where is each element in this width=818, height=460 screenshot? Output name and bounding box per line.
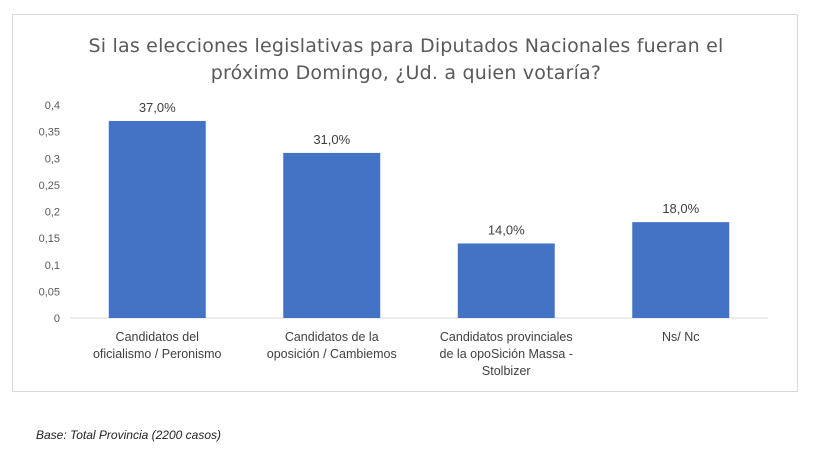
bar	[283, 152, 381, 318]
x-tick-label: oficialismo / Peronismo	[93, 347, 222, 361]
chart-title-line-1: Si las elecciones legislativas para Dipu…	[88, 35, 724, 57]
y-tick-label: 0,05	[39, 286, 60, 298]
bar	[632, 222, 730, 318]
x-tick-label: Candidatos provinciales	[440, 330, 573, 344]
x-tick-label: de la opoSición Massa -	[440, 347, 573, 361]
bar	[457, 243, 555, 318]
footer-note: Base: Total Provincia (2200 casos)	[36, 428, 221, 442]
chart-title-line-2: próximo Domingo, ¿Ud. a quien votaría?	[210, 62, 602, 84]
y-tick-label: 0,2	[45, 207, 60, 219]
y-tick-label: 0,1	[45, 260, 60, 272]
x-tick-label: Stolbizer	[482, 364, 531, 378]
y-tick-label: 0,3	[45, 153, 60, 165]
x-tick-label: Candidatos del	[116, 330, 199, 344]
x-tick-label: oposición / Cambiemos	[267, 347, 397, 361]
y-tick-label: 0,15	[39, 233, 60, 245]
y-tick-label: 0,35	[39, 127, 60, 139]
data-label: 18,0%	[662, 201, 699, 216]
y-tick-label: 0,4	[45, 100, 60, 112]
y-tick-label: 0,25	[39, 180, 60, 192]
x-tick-label: Ns/ Nc	[662, 330, 700, 344]
chart-title: Si las elecciones legislativas para Dipu…	[13, 33, 799, 87]
data-label: 37,0%	[139, 100, 176, 115]
bar	[108, 120, 206, 318]
y-tick-label: 0	[54, 313, 60, 325]
data-label: 14,0%	[488, 222, 525, 237]
bar-chart: 0 0,05 0,1 0,15 0,2 0,25 0,3 0,35 0,4 37,0% Candid…	[39, 100, 768, 378]
data-label: 31,0%	[313, 132, 350, 147]
x-tick-label: Candidatos de la	[285, 330, 379, 344]
